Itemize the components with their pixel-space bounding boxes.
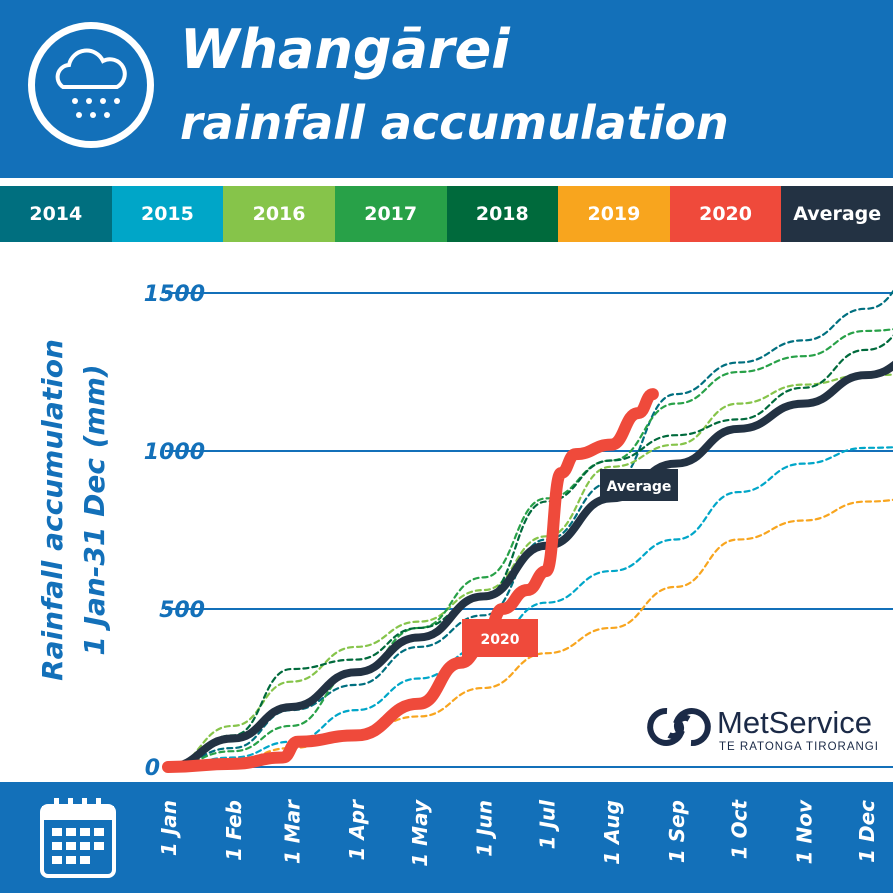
legend-2017: 2017 (334, 186, 447, 242)
logo-subtitle: TE RATONGA TIRORANGI (719, 741, 879, 753)
series-line-2016 (166, 373, 893, 769)
series-line-2018 (166, 334, 893, 769)
x-tick-label: 1 Jun (473, 800, 497, 857)
header: Whangārei rainfall accumulation (0, 0, 893, 178)
x-tick-label: 1 Jul (535, 799, 559, 850)
x-tick-label: 1 May (408, 799, 432, 867)
y-tick-label: 1000 (144, 440, 205, 465)
annotation-average: Average (607, 479, 672, 495)
x-axis-band (0, 782, 893, 893)
x-tick-label: 1 Aug (600, 800, 624, 865)
legend-2019: 2019 (558, 186, 670, 242)
series-line-2015 (166, 446, 893, 769)
x-tick-label: 1 Dec (855, 800, 879, 863)
series-line-2014 (166, 289, 893, 769)
legend-2020: 2020 (669, 186, 782, 242)
y-axis-label-line2: 1 Jan-31 Dec (mm) (78, 364, 111, 655)
x-tick-label: 1 Oct (728, 799, 752, 860)
legend-2014: 2014 (0, 186, 112, 242)
y-tick-label: 1500 (144, 282, 205, 307)
x-tick-label: 1 Jan (157, 800, 181, 856)
x-tick-label: 1 Apr (345, 799, 369, 861)
x-tick-label: 1 Nov (792, 799, 816, 864)
annotation-average-box (600, 469, 678, 501)
series-line-2017 (166, 328, 893, 769)
x-tick-label: 1 Feb (222, 800, 246, 861)
legend-2018: 2018 (446, 186, 559, 242)
legend-2016: 2016 (223, 186, 335, 242)
x-tick-label: 1 Mar (280, 799, 304, 864)
legend: 2014 2015 2016 2017 2018 2019 2020 Avera… (0, 186, 893, 242)
title-subtitle: rainfall accumulation (180, 96, 729, 150)
legend-average: Average (781, 186, 893, 242)
x-tick-label: 1 Sep (665, 800, 689, 863)
calendar-icon (40, 798, 116, 878)
logo-name: MetService (717, 705, 873, 740)
y-tick-label: 500 (159, 598, 205, 623)
y-tick-label: 0 (145, 756, 160, 781)
legend-2015: 2015 (111, 186, 224, 242)
rain-cloud-icon (28, 22, 154, 148)
annotation-2020: 2020 (481, 632, 520, 648)
y-axis-label-line1: Rainfall accumulation (36, 339, 69, 681)
title-city: Whangārei (180, 18, 510, 81)
annotation-2020-box (462, 619, 538, 657)
metservice-swirl-icon (647, 708, 711, 746)
